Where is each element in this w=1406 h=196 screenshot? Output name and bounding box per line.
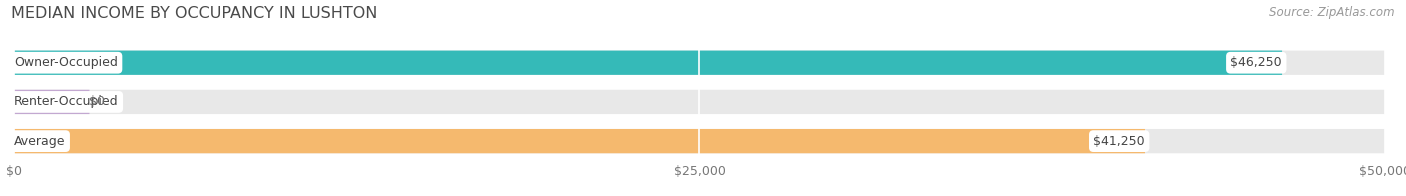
FancyBboxPatch shape <box>14 51 1282 75</box>
FancyBboxPatch shape <box>14 129 1385 153</box>
Text: $0: $0 <box>90 95 105 108</box>
Text: Source: ZipAtlas.com: Source: ZipAtlas.com <box>1270 6 1395 19</box>
Text: $46,250: $46,250 <box>1230 56 1282 69</box>
Text: Renter-Occupied: Renter-Occupied <box>14 95 118 108</box>
FancyBboxPatch shape <box>14 90 1385 114</box>
FancyBboxPatch shape <box>14 51 1385 75</box>
Text: MEDIAN INCOME BY OCCUPANCY IN LUSHTON: MEDIAN INCOME BY OCCUPANCY IN LUSHTON <box>11 6 378 21</box>
Text: Average: Average <box>14 135 66 148</box>
FancyBboxPatch shape <box>14 129 1144 153</box>
Text: $41,250: $41,250 <box>1094 135 1144 148</box>
Text: Owner-Occupied: Owner-Occupied <box>14 56 118 69</box>
FancyBboxPatch shape <box>14 90 90 114</box>
